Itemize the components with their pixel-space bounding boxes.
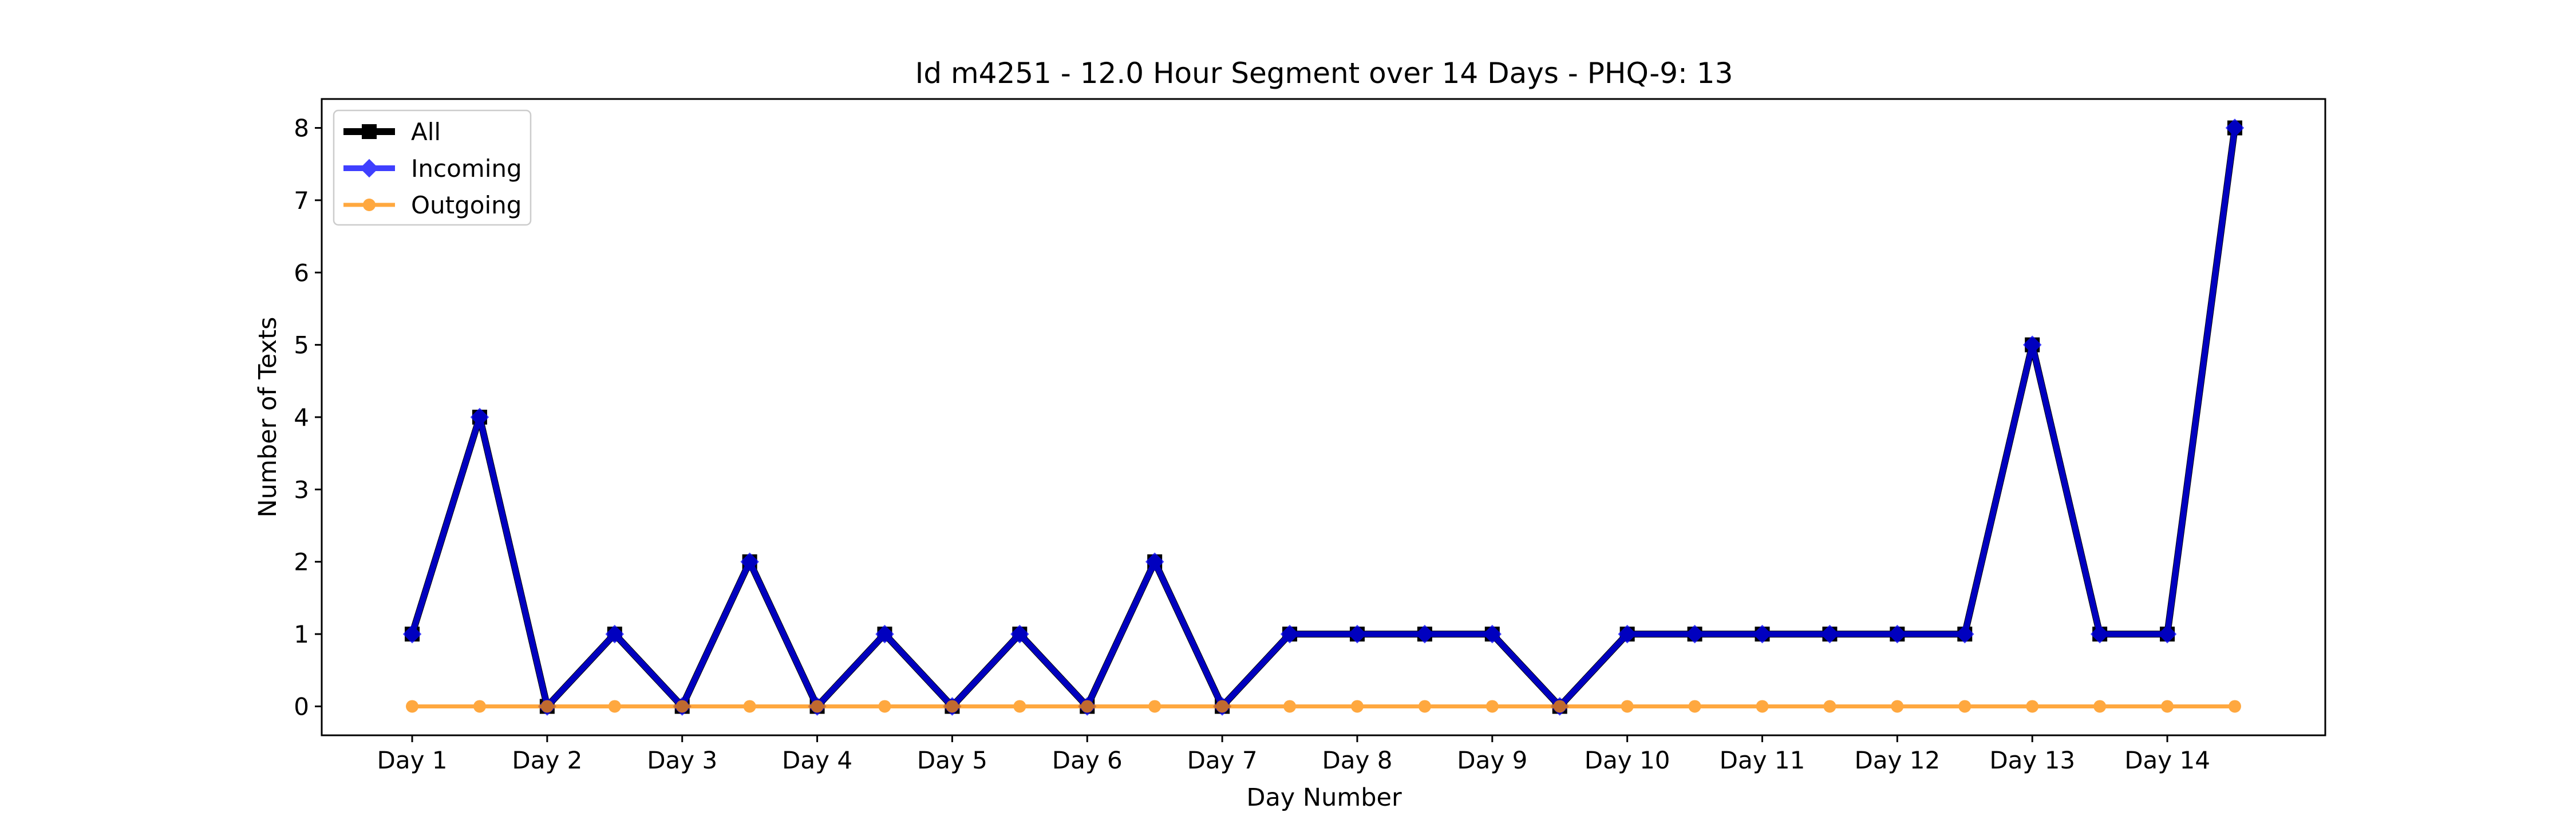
x-tick-label: Day 13	[1989, 746, 2075, 774]
series-line-incoming	[409, 127, 2238, 710]
x-tick-label: Day 12	[1854, 746, 1940, 774]
data-point-incoming	[1753, 624, 1772, 644]
data-point-outgoing	[675, 700, 689, 713]
data-point-incoming	[1888, 624, 1907, 644]
x-tick-label: Day 9	[1457, 746, 1527, 774]
y-tick-label: 4	[294, 403, 309, 431]
y-tick-label: 3	[294, 476, 309, 504]
y-tick-label: 6	[294, 259, 309, 287]
data-point-outgoing	[1891, 700, 1904, 713]
legend-label-incoming: Incoming	[411, 154, 522, 183]
data-point-outgoing	[2161, 700, 2174, 713]
data-point-outgoing	[1756, 700, 1769, 713]
data-point-outgoing	[540, 700, 554, 713]
data-point-outgoing	[811, 700, 824, 713]
x-tick-label: Day 5	[917, 746, 987, 774]
x-axis: Day 1 Day 2 Day 3 Day 4 Day 5 Day 6 Day 7 Day 8…	[377, 735, 2210, 774]
legend-swatch-incoming	[343, 159, 395, 178]
data-point-outgoing	[743, 700, 756, 713]
data-point-incoming	[1685, 624, 1704, 644]
data-point-incoming	[1955, 624, 1974, 644]
x-tick-label: Day 10	[1585, 746, 1670, 774]
data-point-incoming	[1415, 624, 1435, 644]
x-tick-label: Day 2	[512, 746, 582, 774]
data-point-incoming	[470, 407, 489, 427]
chart-title: Id m4251 - 12.0 Hour Segment over 14 Day…	[915, 57, 1733, 90]
data-point-incoming	[1010, 624, 1029, 644]
y-tick-label: 2	[294, 548, 309, 576]
legend-marker-all	[362, 124, 377, 139]
y-axis: 0 1 2 3 4 5 6 7 8	[294, 114, 322, 720]
data-point-incoming	[2022, 335, 2042, 354]
data-point-incoming	[1618, 624, 1637, 644]
x-tick-label: Day 6	[1052, 746, 1123, 774]
legend: All Incoming Outgoing	[333, 109, 532, 226]
x-tick-label: Day 14	[2124, 746, 2210, 774]
data-point-incoming	[605, 624, 625, 644]
y-tick-label: 8	[294, 114, 309, 142]
legend-marker-outgoing	[363, 199, 376, 211]
legend-label-outgoing: Outgoing	[411, 191, 521, 219]
data-point-outgoing	[406, 700, 419, 713]
data-point-outgoing	[2093, 700, 2107, 713]
data-point-outgoing	[946, 700, 959, 713]
x-tick-label: Day 3	[647, 746, 717, 774]
data-point-outgoing	[473, 700, 486, 713]
data-point-outgoing	[1958, 700, 1971, 713]
series-incoming	[402, 118, 2245, 716]
legend-swatch-outgoing	[343, 199, 395, 211]
data-point-incoming	[1145, 552, 1164, 571]
series-outgoing	[406, 700, 2241, 713]
data-point-incoming	[1280, 624, 1299, 644]
x-tick-label: Day 7	[1187, 746, 1258, 774]
data-point-incoming	[2225, 118, 2245, 137]
y-tick-label: 7	[294, 187, 309, 215]
data-point-outgoing	[1553, 700, 1566, 713]
data-point-incoming	[1348, 624, 1367, 644]
y-axis-label: Number of Texts	[254, 317, 282, 518]
data-point-outgoing	[1823, 700, 1836, 713]
data-point-outgoing	[1350, 700, 1364, 713]
data-point-outgoing	[1013, 700, 1026, 713]
data-point-outgoing	[2026, 700, 2039, 713]
legend-swatch-all	[343, 124, 395, 139]
data-point-outgoing	[1283, 700, 1297, 713]
data-point-outgoing	[1621, 700, 1634, 713]
data-point-incoming	[740, 552, 759, 571]
x-tick-label: Day 1	[377, 746, 448, 774]
data-point-outgoing	[1418, 700, 1431, 713]
data-point-incoming	[1820, 624, 1839, 644]
data-point-outgoing	[1216, 700, 1229, 713]
y-tick-label: 5	[294, 331, 309, 359]
data-point-outgoing	[1688, 700, 1701, 713]
data-point-outgoing	[878, 700, 891, 713]
x-tick-label: Day 8	[1322, 746, 1392, 774]
data-point-incoming	[1483, 624, 1502, 644]
data-point-incoming	[2158, 624, 2177, 644]
data-point-outgoing	[2228, 700, 2241, 713]
data-point-incoming	[402, 624, 422, 644]
y-tick-label: 1	[294, 620, 309, 648]
plot-series	[402, 118, 2245, 716]
data-point-outgoing	[1148, 700, 1161, 713]
legend-box	[333, 109, 532, 226]
x-axis-label: Day Number	[1246, 783, 1402, 812]
data-point-incoming	[2090, 624, 2109, 644]
data-point-outgoing	[608, 700, 621, 713]
x-tick-label: Day 11	[1720, 746, 1805, 774]
y-tick-label: 0	[294, 692, 309, 720]
data-point-outgoing	[1081, 700, 1094, 713]
legend-marker-incoming	[359, 159, 379, 178]
legend-label-all: All	[411, 118, 441, 146]
data-point-incoming	[875, 624, 894, 644]
data-point-outgoing	[1485, 700, 1499, 713]
x-tick-label: Day 4	[782, 746, 852, 774]
